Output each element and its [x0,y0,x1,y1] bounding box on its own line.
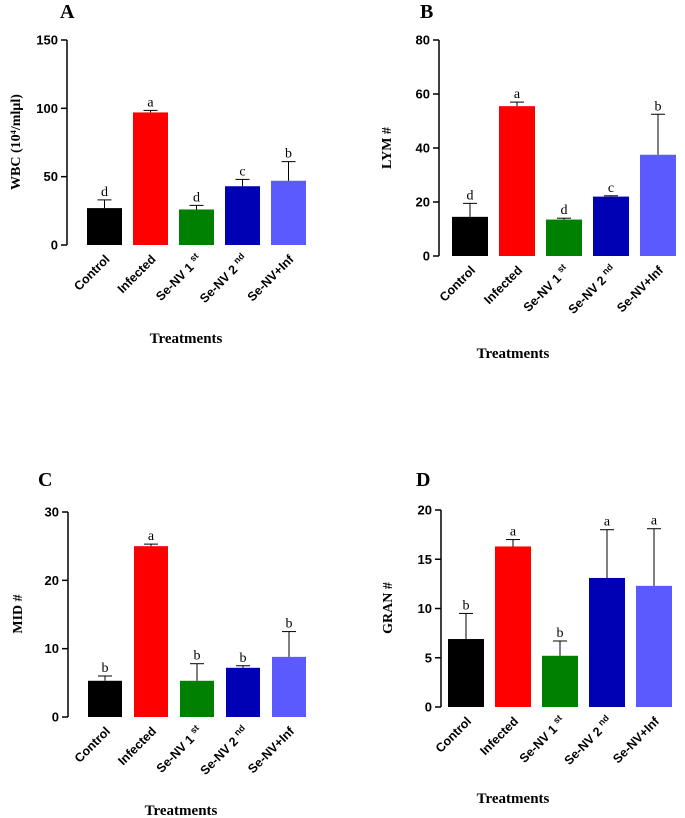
significance-letter: a [148,529,155,544]
bar-2 [546,219,582,256]
x-axis-label: Treatments [145,803,218,818]
significance-letter: a [147,95,154,110]
category-label: Control [437,263,478,304]
significance-letter: d [467,188,474,203]
category-label: Se-NV+Inf [245,252,297,304]
category-label: Control [71,252,112,293]
category-label: Control [72,724,113,765]
y-tick-label: 10 [45,641,59,656]
category-label: Se-NV 2 nd [564,262,619,317]
y-tick-label: 5 [425,650,432,665]
bar-0 [452,216,488,256]
y-tick-label: 40 [416,141,430,156]
significance-letter: a [604,515,611,530]
significance-letter: d [193,190,200,205]
category-label: Infected [477,714,521,758]
bar-4 [636,585,672,707]
bar-2 [542,655,578,707]
chart-panel-a: A 0 50 100 150 WBC (10⁴/mlµl) d Control a Infecte… [9,1,306,347]
significance-letter: c [239,164,245,179]
y-tick-label: 100 [36,101,58,116]
y-axis-label: GRAN # [381,582,396,634]
y-tick-label: 30 [45,505,59,520]
chart-panel-b: B 0 20 40 60 80 LYM # d Control a Infected d Se-NV 1… [380,1,676,362]
y-tick-label: 20 [45,573,59,588]
significance-letter: b [286,617,293,632]
significance-letter: b [194,649,201,664]
bar-3 [226,667,260,717]
y-tick-label: 60 [416,87,430,102]
bar-1 [495,546,531,707]
y-tick-label: 20 [416,195,430,210]
bar-4 [272,656,306,717]
significance-letter: b [102,661,109,676]
bar-3 [225,186,260,245]
category-label: Infected [115,252,159,296]
significance-letter: b [240,651,247,666]
bar-0 [87,208,122,245]
y-tick-label: 15 [418,552,432,567]
significance-letter: d [101,185,108,200]
panel-letter: A [60,1,75,23]
category-label: Se-NV 1 st [519,262,572,315]
bar-4 [640,154,676,256]
chart-panel-d: D 0 5 10 15 20 GRAN # b Control a Infected b Se-NV 1… [381,469,672,807]
y-tick-label: 150 [36,33,58,48]
y-axis-label: LYM # [380,127,395,169]
category-label: Se-NV+Inf [245,724,297,776]
panel-letter: B [420,1,433,23]
category-label: Se-NV+Inf [610,714,662,766]
bar-1 [499,106,535,257]
significance-letter: a [651,514,658,529]
bar-0 [88,680,122,717]
significance-letter: c [608,181,614,196]
significance-letter: b [655,99,662,114]
significance-letter: d [561,203,568,218]
x-axis-label: Treatments [477,791,550,807]
bar-0 [448,639,484,707]
y-tick-label: 10 [418,601,432,616]
y-tick-label: 0 [425,700,432,715]
significance-letter: a [514,87,521,102]
bar-1 [133,112,168,245]
bar-3 [593,196,629,256]
bar-3 [589,577,625,707]
significance-letter: b [463,598,470,613]
category-label: Se-NV 1 st [515,713,568,766]
bar-4 [271,180,306,245]
bar-2 [179,209,214,245]
y-axis-label: WBC (10⁴/mlµl) [9,94,24,190]
category-label: Se-NV 2 nd [196,723,251,778]
category-label: Control [433,714,474,755]
y-tick-label: 80 [416,33,430,48]
panel-letter: D [416,469,430,491]
bar-1 [134,546,168,717]
category-label: Infected [481,263,525,307]
y-tick-label: 0 [423,249,430,264]
bar-2 [180,680,214,717]
y-axis-label: MID # [11,594,26,633]
category-label: Se-NV 2 nd [196,251,251,306]
category-label: Se-NV 2 nd [560,713,615,768]
panel-letter: C [38,469,52,491]
category-label: Infected [115,724,159,768]
x-axis-label: Treatments [477,346,550,362]
significance-letter: b [285,147,292,162]
x-axis-label: Treatments [150,331,223,347]
category-label: Se-NV+Inf [614,263,666,315]
y-tick-label: 50 [44,169,58,184]
significance-letter: a [510,525,517,540]
significance-letter: b [557,626,564,641]
y-tick-label: 0 [51,238,58,253]
y-tick-label: 0 [52,710,59,725]
y-tick-label: 20 [418,503,432,518]
